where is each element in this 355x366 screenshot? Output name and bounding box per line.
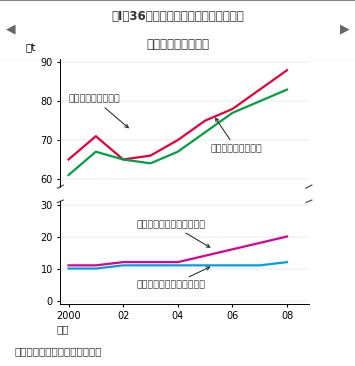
Y-axis label: 万t: 万t (25, 44, 36, 53)
Text: 小麦の購入希望数量: 小麦の購入希望数量 (211, 118, 262, 154)
Text: 大麦・裸麦の販売予定数量: 大麦・裸麦の販売予定数量 (137, 267, 210, 290)
Text: 大麦・裸麦の購入希望数量: 大麦・裸麦の購入希望数量 (137, 220, 210, 247)
Text: ▶: ▶ (339, 22, 349, 36)
Text: ◀: ◀ (6, 22, 16, 36)
Text: 小麦の販売予定数量: 小麦の販売予定数量 (69, 94, 128, 128)
Text: 年産: 年産 (57, 324, 69, 335)
Text: 資料：民間流通連絡協議会調べ: 資料：民間流通連絡協議会調べ (14, 346, 102, 356)
Text: 購入希望数量の推移: 購入希望数量の推移 (146, 38, 209, 51)
Text: 図Ⅰ－36　国内産麦の販売予定数量及び: 図Ⅰ－36 国内産麦の販売予定数量及び (111, 10, 244, 23)
